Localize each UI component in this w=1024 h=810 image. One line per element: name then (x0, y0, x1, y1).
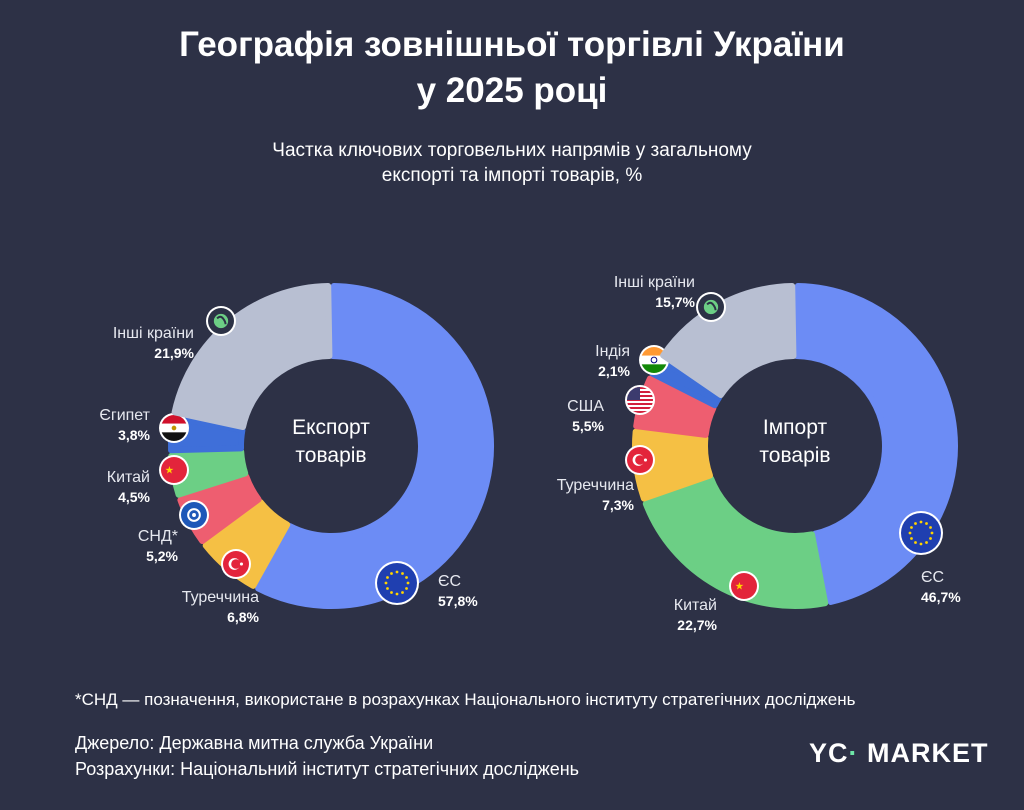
slice-turkey (632, 428, 713, 502)
label-turkey: Туреччина (182, 589, 259, 606)
label-china: Китай (107, 469, 150, 486)
globe-icon (696, 292, 726, 322)
slice-china (642, 475, 829, 609)
value-other: 21,9% (154, 345, 194, 361)
egypt-flag-icon (159, 413, 189, 443)
center-title-line-2: товарів (295, 444, 366, 467)
label-china: Китай (674, 597, 717, 614)
value-egypt: 3,8% (118, 427, 150, 443)
footnote: *СНД — позначення, використане в розраху… (75, 690, 856, 709)
label-eu: ЄС (921, 569, 944, 586)
value-turkey: 6,8% (227, 609, 259, 625)
calculations-note: Розрахунки: Національний інститут страте… (75, 759, 580, 779)
eu-flag-icon (899, 511, 943, 555)
value-cis: 5,2% (146, 548, 178, 564)
subtitle-line-1: Частка ключових торговельних напрямів у … (272, 140, 752, 161)
label-egypt: Єгипет (99, 407, 150, 424)
import-donut: ЄС 46,7% ★ Китай 22,7% Туреччина 7,3% США 5,5% Ін… (557, 274, 962, 633)
svg-text:★: ★ (735, 581, 744, 593)
label-cis: СНД* (138, 528, 178, 545)
label-india: Індія (595, 343, 630, 360)
page-title: Географія зовнішньої торгівлі України у … (0, 22, 1024, 114)
export-donut: ЄС 57,8% Туреччина 6,8% СНД* 5,2% ★ Китай 4,5% Єг… (99, 283, 494, 625)
title-line-1: Географія зовнішньої торгівлі України (179, 25, 845, 64)
label-turkey: Туреччина (557, 477, 634, 494)
china-flag-icon: ★ (729, 571, 759, 601)
slice-other (660, 283, 797, 399)
center-title-line-1: Експорт (292, 416, 370, 439)
yc-market-logo: YC· MARKET (809, 738, 989, 769)
cis-emblem-icon (179, 500, 209, 530)
turkey-flag-icon (625, 445, 655, 475)
value-eu: 57,8% (438, 593, 478, 609)
usa-flag-icon (625, 385, 655, 415)
subtitle-line-2: експорті та імпорті товарів, % (381, 165, 643, 186)
center-title-line-2: товарів (759, 444, 830, 467)
title-line-2: у 2025 році (416, 71, 608, 110)
value-india: 2,1% (598, 363, 630, 379)
label-other: Інші країни (113, 325, 194, 342)
slice-other (171, 283, 333, 431)
svg-text:★: ★ (165, 465, 174, 477)
value-eu: 46,7% (921, 589, 961, 605)
eu-flag-icon (375, 561, 419, 605)
label-usa: США (567, 398, 604, 415)
logo-text: MARKET (867, 738, 989, 768)
page-subtitle: Частка ключових торговельних напрямів у … (0, 138, 1024, 188)
turkey-flag-icon (221, 549, 251, 579)
value-usa: 5,5% (572, 418, 604, 434)
label-other: Інші країни (614, 274, 695, 291)
slice-eu (255, 283, 494, 609)
value-china: 4,5% (118, 489, 150, 505)
globe-icon (206, 306, 236, 336)
logo-mark: YC (809, 738, 849, 768)
source-note: Джерело: Державна митна служба України (75, 733, 434, 753)
china-flag-icon: ★ (159, 455, 189, 485)
value-other: 15,7% (655, 294, 695, 310)
logo-accent: · (848, 738, 859, 768)
label-eu: ЄС (438, 573, 461, 590)
donut-charts: ЄС 57,8% Туреччина 6,8% СНД* 5,2% ★ Китай 4,5% Єг… (99, 274, 962, 633)
value-china: 22,7% (677, 617, 717, 633)
value-turkey: 7,3% (602, 497, 634, 513)
center-title-line-1: Імпорт (763, 416, 828, 439)
